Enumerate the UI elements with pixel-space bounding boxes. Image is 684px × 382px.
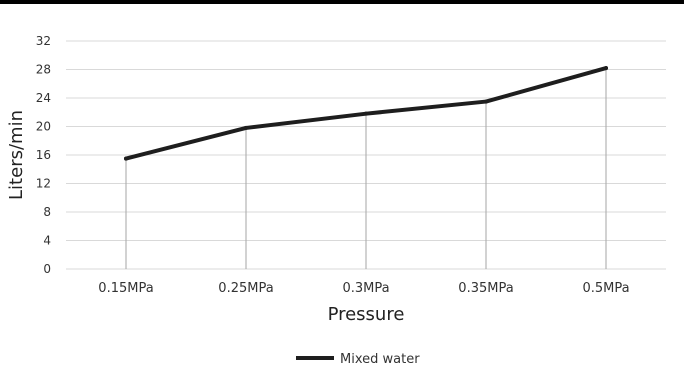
data-point [484,99,488,104]
legend-label-mixed-water: Mixed water [340,352,420,367]
data-point [124,156,128,161]
data-point [604,66,608,71]
data-point [364,111,368,116]
y-tick-label: 28 [36,63,51,77]
x-tick-label: 0.5MPa [582,281,629,296]
legend: Mixed water [296,352,420,367]
y-tick-label: 8 [43,205,51,219]
y-tick-label: 0 [43,262,51,276]
y-tick-label: 16 [36,148,51,162]
y-tick-label: 4 [43,234,51,248]
top-dark-band [0,0,684,4]
x-axis-title: Pressure [328,304,405,325]
y-axis-title: Liters/min [6,110,27,200]
y-axis-ticks: 0 4 8 12 16 20 24 28 32 [36,34,51,276]
x-axis-ticks: 0.15MPa 0.25MPa 0.3MPa 0.35MPa 0.5MPa [98,281,629,296]
x-tick-label: 0.15MPa [98,281,153,296]
x-tick-label: 0.25MPa [218,281,273,296]
y-tick-label: 24 [36,91,51,105]
y-tick-label: 12 [36,177,51,191]
y-tick-label: 20 [36,120,51,134]
x-tick-label: 0.35MPa [458,281,513,296]
data-point [244,125,248,130]
drop-lines [125,68,607,269]
gridlines [66,40,666,270]
y-tick-label: 32 [36,34,51,48]
x-tick-label: 0.3MPa [342,281,389,296]
series-layer [124,66,608,161]
